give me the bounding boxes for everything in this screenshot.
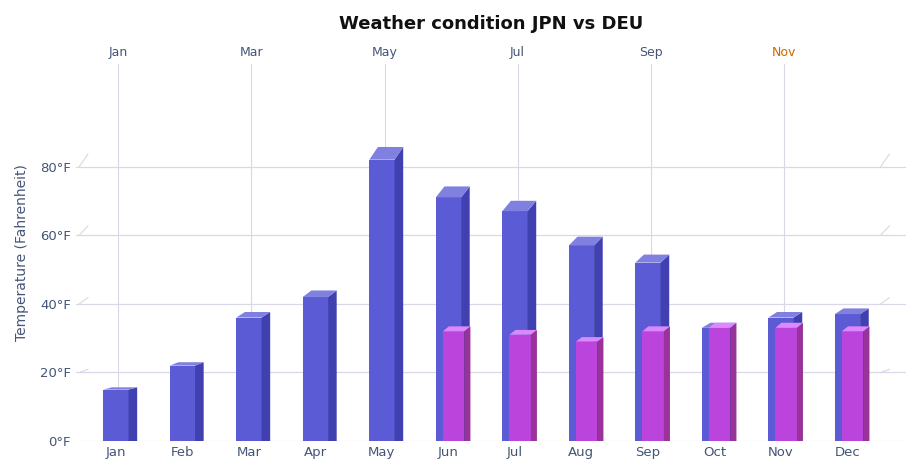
- Bar: [303, 297, 328, 441]
- Bar: [237, 318, 262, 441]
- Polygon shape: [730, 323, 737, 441]
- Polygon shape: [443, 326, 471, 331]
- Bar: [842, 331, 863, 441]
- Polygon shape: [842, 326, 869, 331]
- Polygon shape: [129, 387, 137, 441]
- Polygon shape: [576, 337, 603, 342]
- Bar: [834, 314, 860, 441]
- Bar: [635, 263, 660, 441]
- Polygon shape: [569, 237, 602, 246]
- Bar: [509, 335, 530, 441]
- Polygon shape: [303, 291, 337, 297]
- Polygon shape: [664, 326, 670, 441]
- Polygon shape: [237, 312, 270, 318]
- Polygon shape: [328, 291, 337, 441]
- Bar: [642, 331, 664, 441]
- Polygon shape: [727, 323, 736, 441]
- Polygon shape: [464, 326, 471, 441]
- Bar: [103, 390, 129, 441]
- Polygon shape: [262, 312, 270, 441]
- Polygon shape: [709, 323, 737, 328]
- Polygon shape: [195, 362, 204, 441]
- Polygon shape: [797, 323, 803, 441]
- Bar: [436, 197, 461, 441]
- Polygon shape: [461, 186, 470, 441]
- Polygon shape: [369, 147, 403, 160]
- Polygon shape: [502, 201, 536, 211]
- Polygon shape: [642, 326, 670, 331]
- Polygon shape: [660, 255, 670, 441]
- Bar: [775, 328, 797, 441]
- Polygon shape: [635, 255, 670, 263]
- Bar: [709, 328, 730, 441]
- Bar: [569, 246, 594, 441]
- Bar: [702, 328, 727, 441]
- Polygon shape: [509, 330, 537, 335]
- Polygon shape: [860, 309, 869, 441]
- Polygon shape: [794, 312, 802, 441]
- Polygon shape: [394, 147, 403, 441]
- Title: Weather condition JPN vs DEU: Weather condition JPN vs DEU: [339, 15, 643, 33]
- Y-axis label: Temperature (Fahrenheit): Temperature (Fahrenheit): [15, 164, 29, 341]
- Bar: [576, 342, 598, 441]
- Polygon shape: [863, 326, 869, 441]
- Polygon shape: [834, 309, 869, 314]
- Bar: [443, 331, 464, 441]
- Polygon shape: [768, 312, 802, 318]
- Polygon shape: [169, 362, 204, 365]
- Polygon shape: [103, 387, 137, 390]
- Bar: [502, 211, 528, 441]
- Polygon shape: [775, 323, 803, 328]
- Polygon shape: [598, 337, 603, 441]
- Polygon shape: [594, 237, 602, 441]
- Polygon shape: [436, 186, 470, 197]
- Bar: [169, 365, 195, 441]
- Polygon shape: [702, 323, 736, 328]
- Bar: [369, 160, 394, 441]
- Polygon shape: [530, 330, 537, 441]
- Polygon shape: [528, 201, 536, 441]
- Bar: [768, 318, 794, 441]
